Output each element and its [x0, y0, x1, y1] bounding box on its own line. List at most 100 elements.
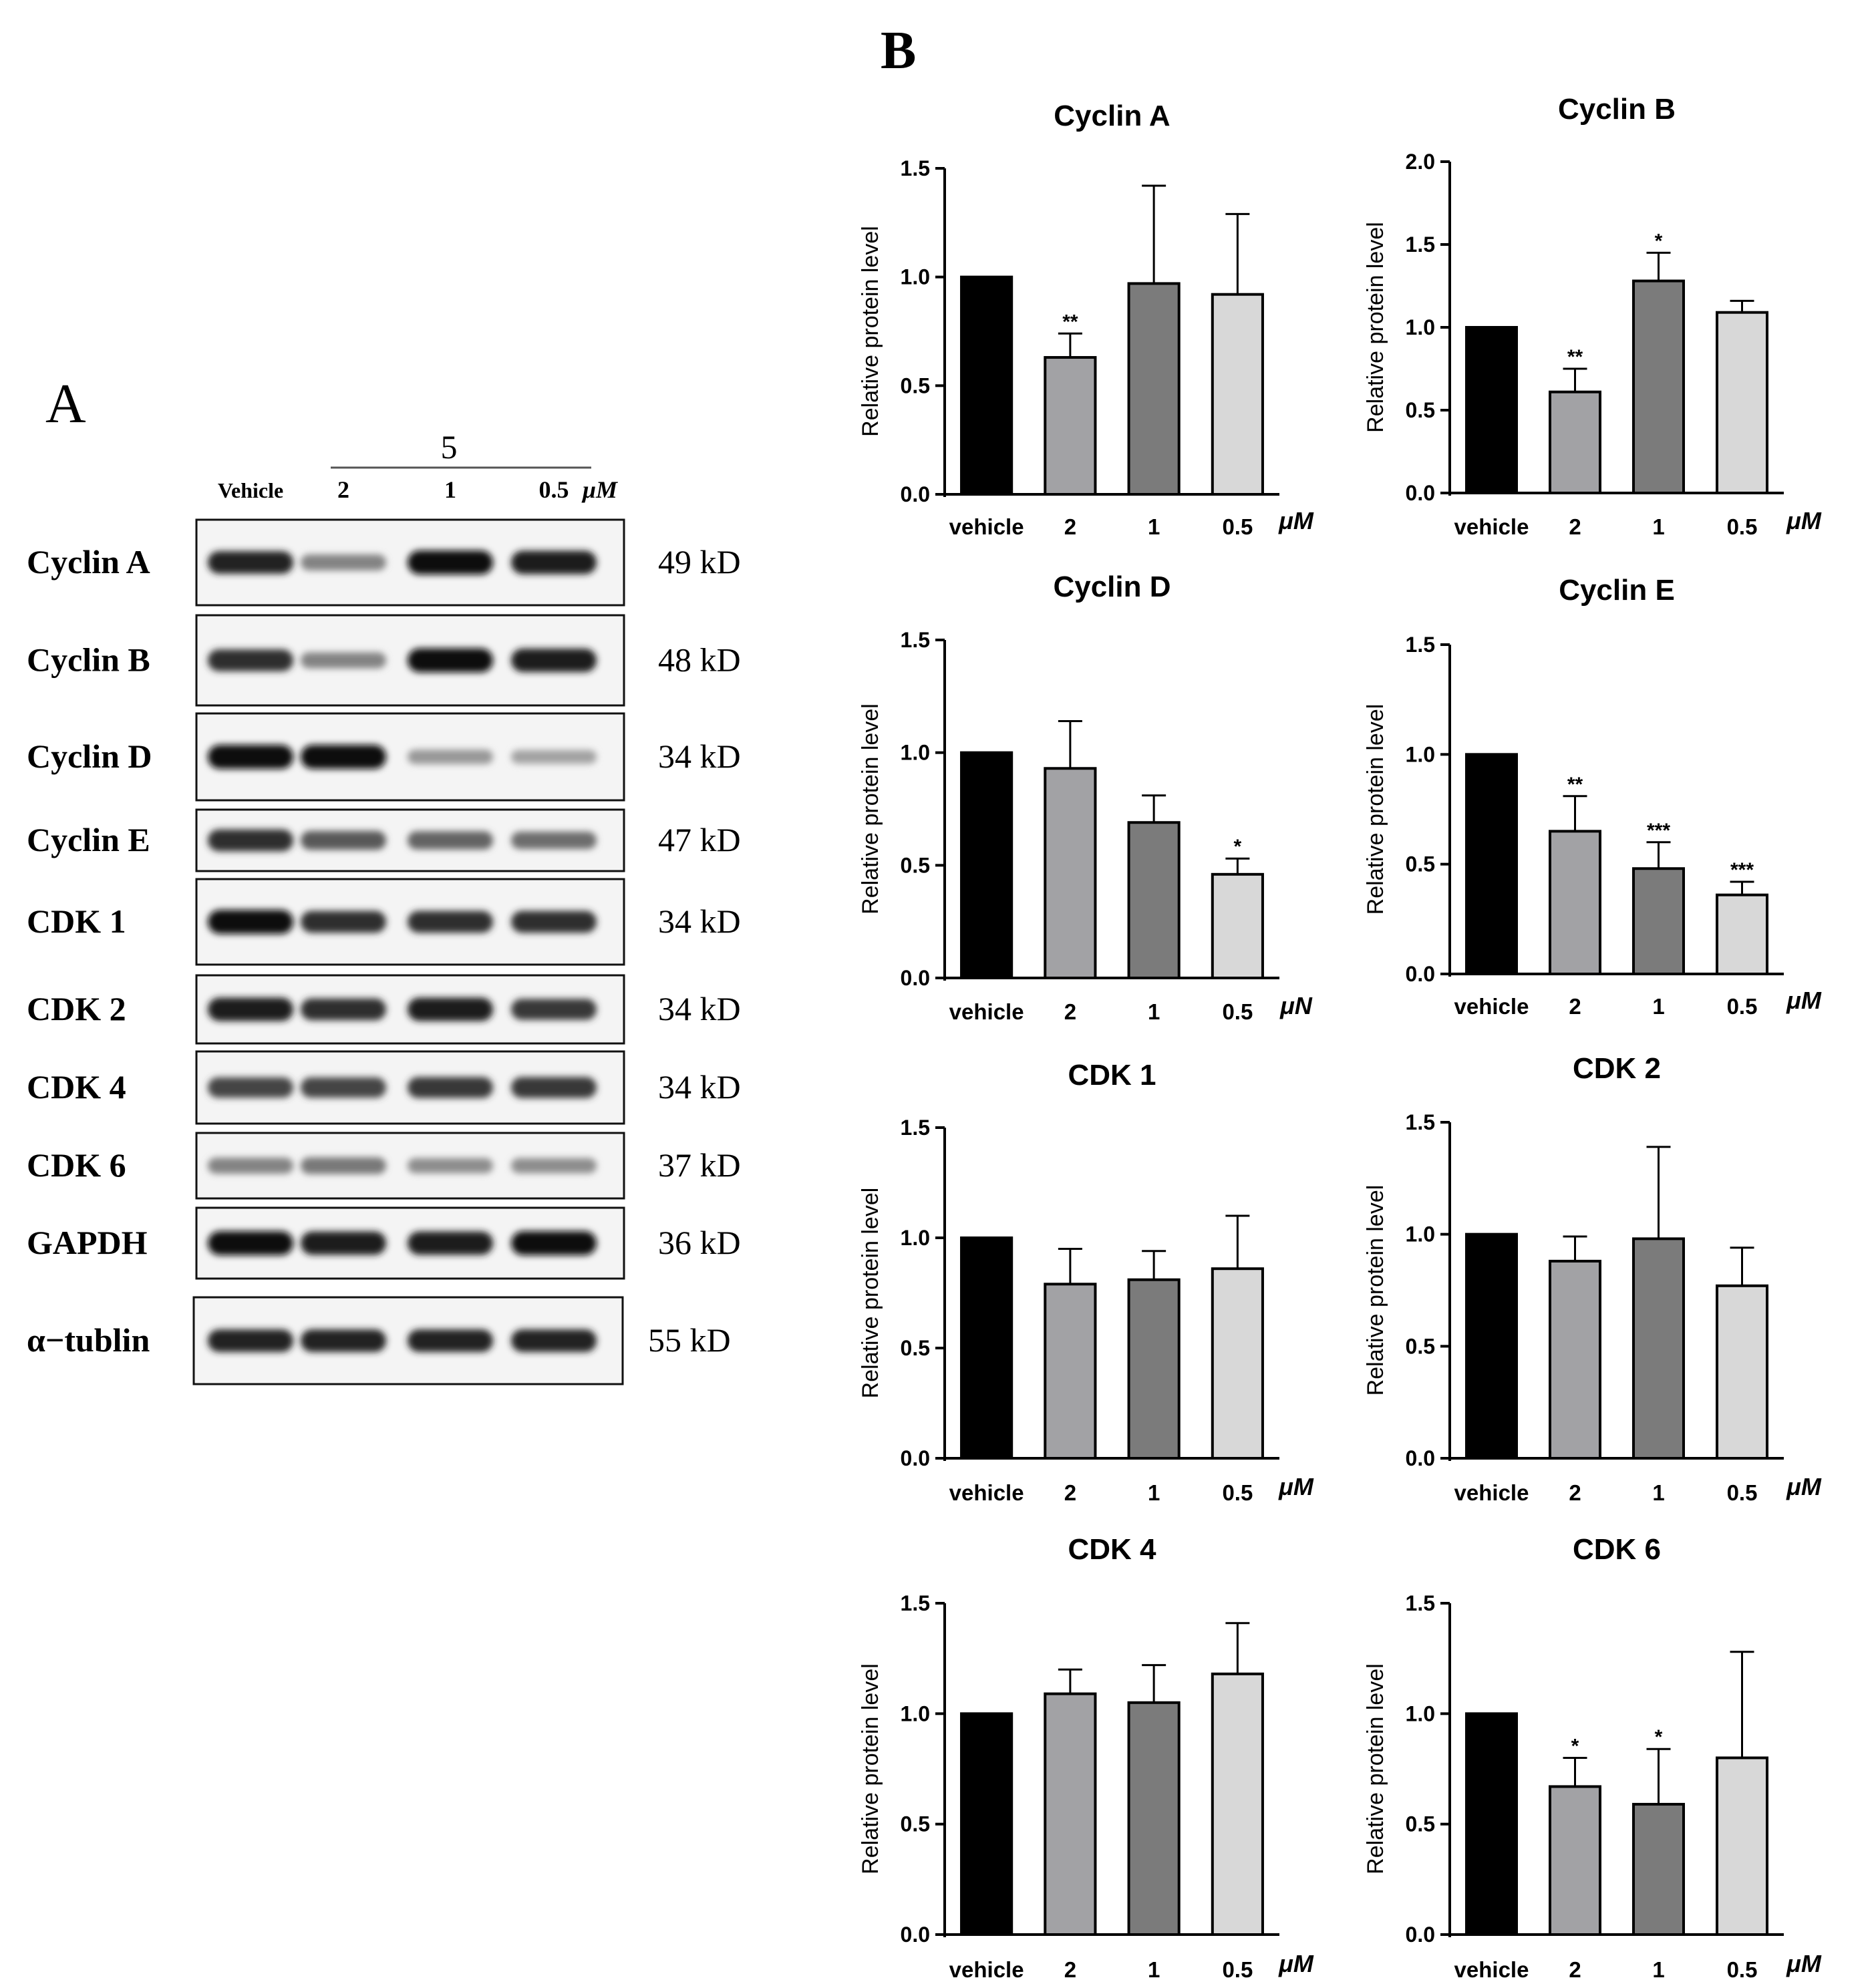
- blot-cyclin-b: Cyclin B 48 kD: [27, 614, 741, 707]
- y-axis-label: Relative protein level: [858, 1663, 883, 1874]
- chart-title: Cyclin B: [1558, 93, 1676, 126]
- band: [208, 829, 293, 852]
- band: [208, 1231, 293, 1255]
- molecular-weight: 37 kD: [658, 1146, 741, 1184]
- significance-mark: *: [1655, 230, 1663, 252]
- panel-a-label: A: [45, 373, 86, 435]
- x-tick-label: 1: [1148, 514, 1160, 539]
- significance-mark: **: [1567, 346, 1583, 368]
- band: [208, 551, 293, 574]
- x-tick-label: vehicle: [949, 1957, 1024, 1982]
- panel-a: A 5 Vehicle 2 1 0.5 μM Cyclin A 49 kD Cyclin B 48 …: [27, 373, 741, 1385]
- y-tick-label: 0.0: [901, 1923, 930, 1947]
- y-axis-label: Relative protein level: [858, 703, 883, 915]
- y-tick-label: 0.5: [1406, 852, 1435, 876]
- bar-2: [1549, 1785, 1601, 1937]
- x-tick-label: 2: [1064, 999, 1076, 1024]
- significance-mark: ***: [1730, 859, 1754, 881]
- band: [511, 910, 597, 933]
- y-tick-label: 0.0: [1406, 481, 1435, 505]
- chart-cyclin-e: Cyclin E Relative protein level 0.0 0.5 1.0 1…: [1363, 574, 1822, 1019]
- chart-cdk-4: CDK 4 Relative protein level 0.0 0.5 1.0 1.5 v…: [858, 1533, 1314, 1982]
- band: [301, 1329, 386, 1352]
- molecular-weight: 55 kD: [648, 1321, 731, 1359]
- significance-mark: **: [1567, 774, 1583, 796]
- x-tick-label: 2: [1064, 1480, 1076, 1505]
- lane-label-1: 1: [444, 476, 456, 503]
- bar-0-5: [1716, 893, 1768, 976]
- bar-vehicle: [960, 275, 1013, 496]
- y-tick-label: 1.0: [901, 1701, 930, 1725]
- x-tick-label: 2: [1569, 1957, 1581, 1982]
- y-tick-label: 0.5: [1406, 1334, 1435, 1358]
- lane-label-vehicle: Vehicle: [218, 478, 283, 502]
- band: [408, 1329, 493, 1352]
- band: [301, 998, 386, 1021]
- band: [408, 997, 493, 1021]
- y-tick-label: 1.5: [901, 628, 930, 652]
- compound-label: 5: [441, 428, 458, 466]
- chart-cdk-6: CDK 6 Relative protein level 0.0 0.5 1.0 1.5 v…: [1363, 1533, 1822, 1982]
- x-tick-label: vehicle: [1454, 1480, 1529, 1505]
- band: [511, 750, 597, 764]
- x-tick-label: vehicle: [949, 999, 1024, 1024]
- panel-b-label: B: [881, 21, 916, 80]
- y-tick-label: 1.0: [1406, 1701, 1435, 1725]
- band: [301, 1077, 386, 1098]
- y-tick-label: 1.5: [1406, 1110, 1435, 1134]
- band: [301, 1231, 386, 1255]
- bar-1: [1127, 1278, 1181, 1460]
- x-tick-label: 2: [1569, 1480, 1581, 1505]
- y-tick-label: 1.0: [901, 265, 930, 289]
- bar-vehicle: [960, 1712, 1013, 1936]
- x-tick-label: 2: [1064, 514, 1076, 539]
- molecular-weight: 47 kD: [658, 821, 741, 858]
- molecular-weight: 34 kD: [658, 990, 741, 1027]
- bar-vehicle: [1465, 1712, 1518, 1936]
- bar-2: [1044, 356, 1097, 496]
- y-tick-label: 0.5: [1406, 398, 1435, 422]
- band: [408, 1077, 493, 1098]
- band: [511, 1158, 597, 1174]
- x-tick-label: 1: [1148, 1957, 1160, 1982]
- bar-1: [1127, 821, 1181, 979]
- band: [301, 652, 386, 669]
- chart-cyclin-a: Cyclin A Relative protein level 0.0 0.5 1.0 1…: [858, 100, 1314, 539]
- bar-2: [1044, 1692, 1097, 1936]
- y-axis-label: Relative protein level: [1363, 1185, 1388, 1396]
- blot-cyclin-a: Cyclin A 49 kD: [27, 518, 741, 607]
- blot-cdk-2: CDK 2 34 kD: [27, 974, 741, 1045]
- protein-name: CDK 2: [27, 990, 126, 1027]
- protein-name: CDK 1: [27, 902, 126, 940]
- x-tick-label: vehicle: [949, 514, 1024, 539]
- bar-0-5: [1211, 1267, 1264, 1460]
- protein-name: Cyclin B: [27, 641, 150, 679]
- blot-cyclin-e: Cyclin E 47 kD: [27, 808, 741, 872]
- bar-0-5: [1211, 872, 1264, 979]
- significance-mark: *: [1571, 1735, 1579, 1757]
- molecular-weight: 49 kD: [658, 543, 741, 581]
- y-tick-label: 0.5: [1406, 1812, 1435, 1836]
- significance-mark: *: [1234, 836, 1242, 858]
- unit-label: μM: [581, 476, 619, 503]
- y-tick-label: 0.5: [901, 373, 930, 397]
- bar-2: [1549, 390, 1601, 494]
- x-unit-label: μM: [1278, 1473, 1314, 1500]
- molecular-weight: 34 kD: [658, 902, 741, 940]
- band: [408, 550, 493, 574]
- x-unit-label: μM: [1278, 507, 1314, 534]
- band: [208, 1077, 293, 1098]
- bar-vehicle: [1465, 753, 1518, 976]
- x-tick-label: 0.5: [1222, 514, 1253, 539]
- y-axis-label: Relative protein level: [1363, 704, 1388, 915]
- y-tick-label: 0.5: [901, 1336, 930, 1360]
- y-tick-label: 1.5: [901, 1591, 930, 1615]
- bar-0-5: [1211, 1672, 1264, 1936]
- x-tick-label: 2: [1569, 514, 1581, 539]
- band: [511, 831, 597, 850]
- x-tick-label: 2: [1064, 1957, 1076, 1982]
- band: [511, 649, 597, 672]
- x-unit-label: μM: [1786, 1950, 1822, 1977]
- bar-1: [1127, 282, 1181, 496]
- chart-cdk-1: CDK 1 Relative protein level 0.0 0.5 1.0 1.5 v…: [858, 1059, 1314, 1505]
